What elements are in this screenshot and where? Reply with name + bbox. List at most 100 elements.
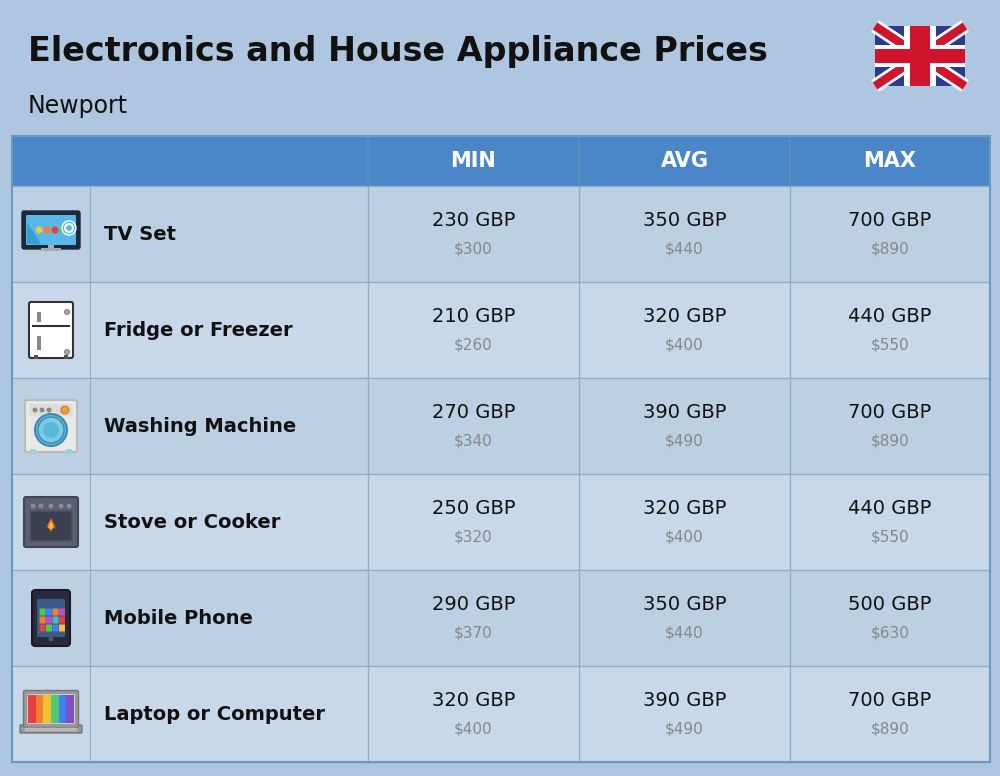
Text: $400: $400 bbox=[665, 529, 704, 545]
Circle shape bbox=[40, 407, 44, 413]
Text: 440 GBP: 440 GBP bbox=[848, 500, 932, 518]
Text: $890: $890 bbox=[871, 722, 909, 736]
Text: MAX: MAX bbox=[864, 151, 916, 171]
Bar bbox=[34, 355, 38, 359]
FancyBboxPatch shape bbox=[28, 695, 74, 723]
Text: $400: $400 bbox=[454, 722, 493, 736]
Bar bbox=[37, 312, 41, 322]
Text: 320 GBP: 320 GBP bbox=[432, 691, 515, 711]
Text: 700 GBP: 700 GBP bbox=[848, 212, 932, 230]
Bar bbox=[36, 695, 43, 723]
Bar bbox=[66, 449, 72, 454]
Text: 320 GBP: 320 GBP bbox=[643, 500, 726, 518]
Bar bbox=[875, 50, 965, 63]
FancyBboxPatch shape bbox=[46, 625, 52, 632]
Text: 250 GBP: 250 GBP bbox=[432, 500, 515, 518]
FancyBboxPatch shape bbox=[46, 608, 52, 615]
FancyBboxPatch shape bbox=[52, 625, 58, 632]
Circle shape bbox=[30, 504, 36, 508]
Bar bbox=[910, 26, 930, 86]
FancyBboxPatch shape bbox=[37, 599, 65, 637]
Bar bbox=[28, 695, 36, 723]
Text: Mobile Phone: Mobile Phone bbox=[104, 608, 253, 628]
FancyBboxPatch shape bbox=[24, 497, 78, 547]
Text: 290 GBP: 290 GBP bbox=[432, 595, 515, 615]
Text: $890: $890 bbox=[871, 434, 909, 449]
Bar bbox=[29, 404, 73, 416]
Text: 350 GBP: 350 GBP bbox=[643, 595, 726, 615]
Text: MIN: MIN bbox=[451, 151, 496, 171]
Text: 390 GBP: 390 GBP bbox=[643, 691, 726, 711]
Circle shape bbox=[64, 349, 70, 355]
Text: $320: $320 bbox=[454, 529, 493, 545]
Bar bbox=[12, 570, 990, 666]
Polygon shape bbox=[27, 222, 41, 244]
Text: $550: $550 bbox=[871, 338, 909, 352]
FancyBboxPatch shape bbox=[46, 616, 52, 623]
Text: Electronics and House Appliance Prices: Electronics and House Appliance Prices bbox=[28, 36, 768, 68]
FancyBboxPatch shape bbox=[25, 728, 77, 731]
Bar bbox=[875, 26, 965, 86]
Text: $630: $630 bbox=[871, 625, 909, 640]
Text: 320 GBP: 320 GBP bbox=[643, 307, 726, 327]
Text: $490: $490 bbox=[665, 722, 704, 736]
Bar bbox=[904, 26, 936, 86]
Circle shape bbox=[38, 504, 44, 508]
Circle shape bbox=[48, 504, 54, 508]
Circle shape bbox=[43, 422, 59, 438]
FancyBboxPatch shape bbox=[26, 215, 76, 245]
FancyBboxPatch shape bbox=[20, 725, 82, 733]
Circle shape bbox=[48, 636, 54, 642]
Circle shape bbox=[46, 407, 52, 413]
Polygon shape bbox=[48, 521, 54, 529]
FancyBboxPatch shape bbox=[59, 616, 65, 623]
Bar bbox=[41, 248, 61, 251]
Bar bbox=[64, 355, 68, 359]
Bar bbox=[12, 186, 990, 282]
Bar bbox=[59, 695, 66, 723]
Text: $550: $550 bbox=[871, 529, 909, 545]
FancyBboxPatch shape bbox=[40, 625, 46, 632]
Text: Laptop or Computer: Laptop or Computer bbox=[104, 705, 325, 723]
Circle shape bbox=[36, 227, 42, 234]
Polygon shape bbox=[45, 518, 57, 532]
Bar bbox=[12, 474, 990, 570]
FancyBboxPatch shape bbox=[52, 616, 58, 623]
Bar bbox=[43, 695, 51, 723]
Bar bbox=[12, 378, 990, 474]
Text: 210 GBP: 210 GBP bbox=[432, 307, 515, 327]
Circle shape bbox=[35, 414, 67, 446]
Text: $340: $340 bbox=[454, 434, 493, 449]
Bar bbox=[66, 695, 74, 723]
Text: 270 GBP: 270 GBP bbox=[432, 404, 515, 422]
Text: 700 GBP: 700 GBP bbox=[848, 691, 932, 711]
Text: $400: $400 bbox=[665, 338, 704, 352]
Circle shape bbox=[58, 504, 64, 508]
Circle shape bbox=[66, 504, 72, 508]
Circle shape bbox=[52, 227, 58, 234]
Circle shape bbox=[64, 310, 70, 314]
FancyBboxPatch shape bbox=[59, 625, 65, 632]
Text: 500 GBP: 500 GBP bbox=[848, 595, 932, 615]
Text: 350 GBP: 350 GBP bbox=[643, 212, 726, 230]
Text: $440: $440 bbox=[665, 241, 704, 257]
Text: $300: $300 bbox=[454, 241, 493, 257]
FancyBboxPatch shape bbox=[24, 691, 78, 728]
Circle shape bbox=[61, 406, 69, 414]
Circle shape bbox=[32, 407, 38, 413]
Text: 700 GBP: 700 GBP bbox=[848, 404, 932, 422]
FancyBboxPatch shape bbox=[40, 616, 46, 623]
FancyBboxPatch shape bbox=[30, 511, 72, 541]
Text: $260: $260 bbox=[454, 338, 493, 352]
Bar bbox=[51, 695, 59, 723]
FancyBboxPatch shape bbox=[59, 608, 65, 615]
Bar bbox=[12, 136, 990, 762]
Bar bbox=[12, 136, 990, 186]
Text: Newport: Newport bbox=[28, 94, 128, 118]
Text: Stove or Cooker: Stove or Cooker bbox=[104, 512, 280, 532]
FancyBboxPatch shape bbox=[22, 211, 80, 249]
Bar bbox=[30, 449, 36, 454]
Text: 440 GBP: 440 GBP bbox=[848, 307, 932, 327]
Text: AVG: AVG bbox=[660, 151, 708, 171]
Text: $890: $890 bbox=[871, 241, 909, 257]
